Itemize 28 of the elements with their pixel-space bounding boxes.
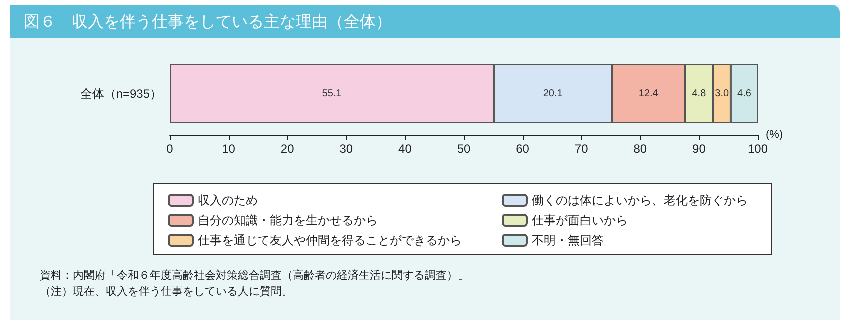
x-tick-label: 60 [516, 142, 530, 156]
x-tick-label: 40 [398, 142, 412, 156]
x-tick-label: 10 [222, 142, 236, 156]
legend-label: 収入のため [198, 194, 258, 208]
text: 資料：内閣府「令和６年度高齢社会対策総合調査（高齢者の経済生活に関する調査）」 [40, 268, 469, 284]
data-label: 55.1 [322, 88, 342, 100]
x-tick-label: 100 [748, 142, 768, 156]
x-tick-label: 0 [166, 142, 174, 156]
x-tick-label: 20 [280, 142, 295, 156]
data-label: 4.6 [738, 88, 752, 100]
text: （注）現在、収入を伴う仕事をしている人に質問。 [40, 284, 294, 300]
x-tick-label: 70 [574, 142, 589, 156]
data-label: 20.1 [543, 88, 564, 100]
data-label: 4.8 [692, 88, 707, 100]
chart-title: 図６ 収入を伴う仕事をしている主な理由（全体） [10, 5, 840, 38]
y-tick-label: 全体（n=935） [80, 87, 162, 101]
x-axis-title: (%) [766, 129, 784, 141]
legend-label: 仕事を通じて友人や仲間を得ることができるから [197, 234, 462, 248]
x-tick-label: 30 [340, 142, 354, 156]
x-tick-label: 50 [457, 142, 471, 156]
legend-label: 仕事が面白いから [531, 214, 628, 228]
x-tick-label: 90 [692, 142, 706, 156]
data-label: 3.0 [715, 88, 730, 100]
data-label: 12.4 [638, 88, 659, 100]
legend-label: 不明・無回答 [532, 234, 604, 248]
x-tick-label: 80 [634, 142, 648, 156]
legend-label: 自分の知識・能力を生かせるから [198, 214, 378, 228]
legend-label: 働くのは体によいから、老化を防ぐから [532, 194, 748, 208]
